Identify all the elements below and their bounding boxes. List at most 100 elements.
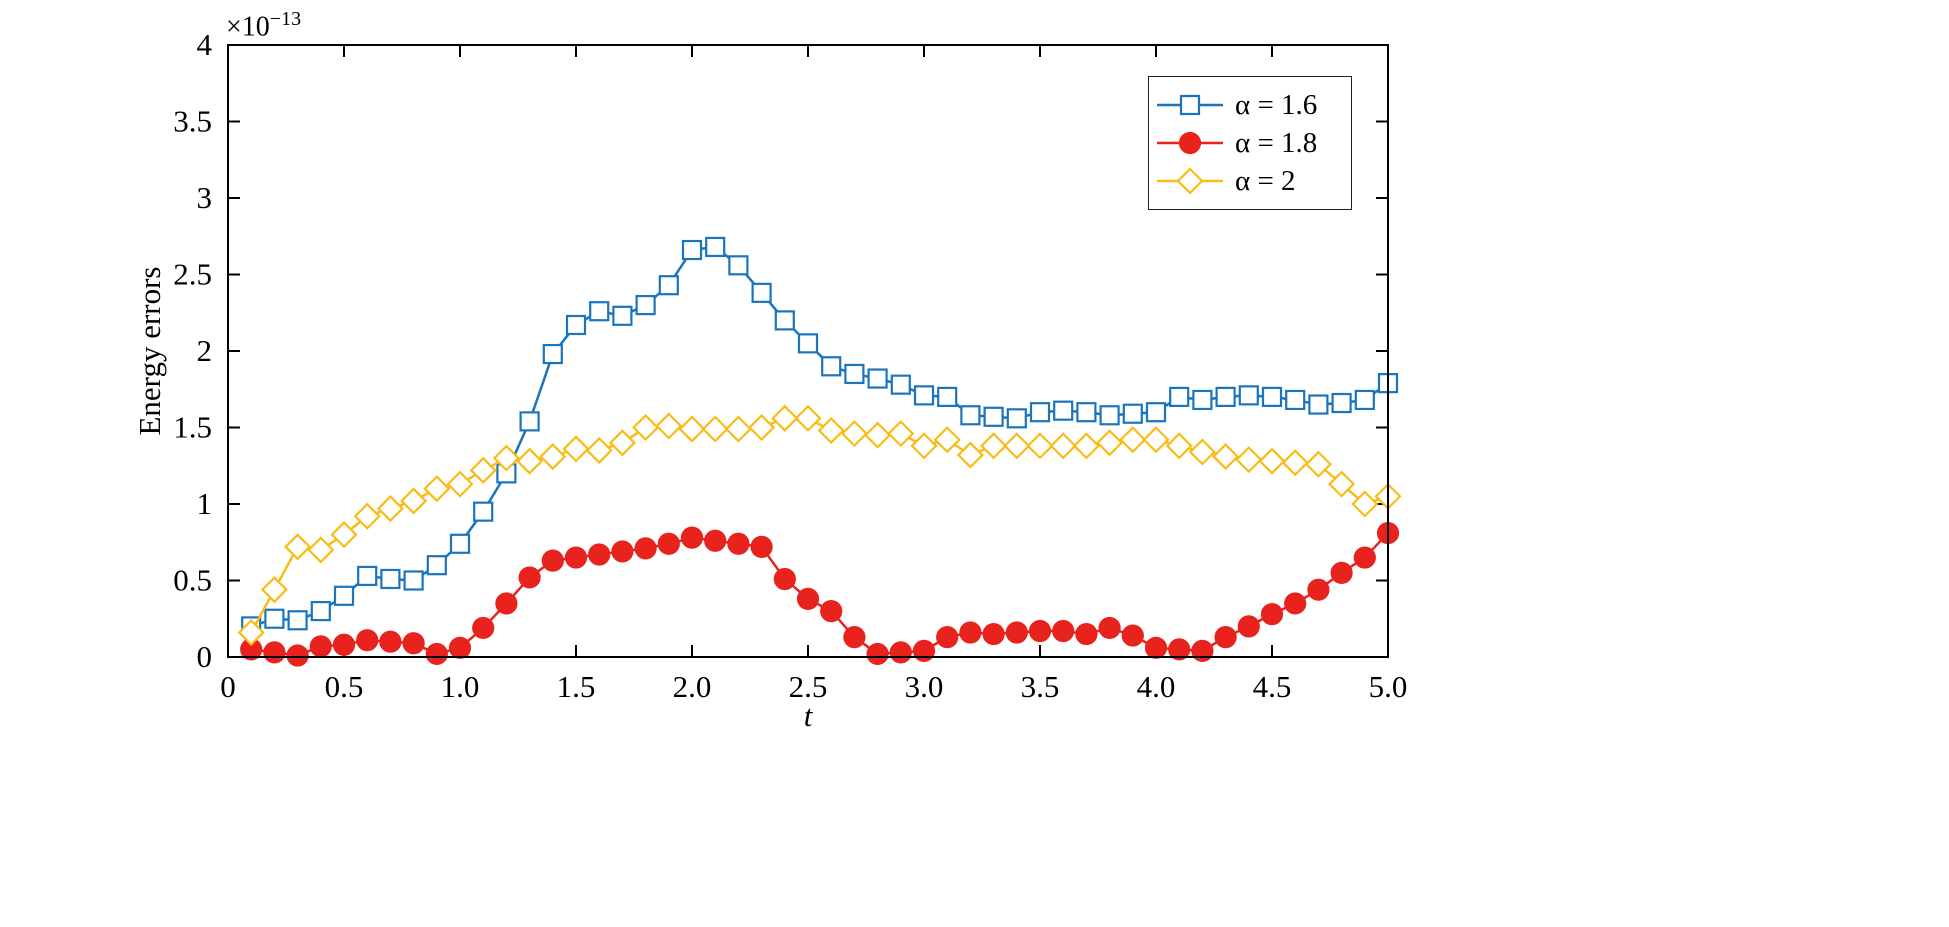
series-marker bbox=[980, 432, 1008, 460]
series-marker bbox=[956, 441, 984, 469]
legend-marker-icon bbox=[1179, 94, 1201, 116]
series-marker bbox=[1192, 389, 1213, 411]
series-marker bbox=[701, 415, 729, 443]
y-tick-label: 2.5 bbox=[173, 257, 212, 292]
series-marker bbox=[448, 636, 472, 659]
x-tick-label: 5.0 bbox=[1369, 669, 1408, 704]
series-marker bbox=[1188, 438, 1216, 466]
series-marker bbox=[1029, 402, 1051, 423]
series-marker bbox=[564, 546, 588, 569]
series-marker bbox=[565, 314, 587, 336]
series-marker bbox=[539, 443, 567, 471]
series-marker bbox=[1215, 386, 1236, 407]
series-marker bbox=[1028, 619, 1052, 643]
plot-box bbox=[227, 44, 1389, 658]
series-marker bbox=[678, 415, 706, 443]
series-marker bbox=[657, 532, 680, 555]
y-tick-label: 3.5 bbox=[173, 104, 212, 139]
series-marker bbox=[655, 412, 683, 440]
series-marker bbox=[1353, 546, 1376, 569]
series-marker bbox=[1237, 615, 1260, 638]
y-axis-label: Energy errors bbox=[132, 266, 167, 436]
series-marker bbox=[817, 417, 845, 445]
series-marker bbox=[518, 566, 541, 589]
series-marker bbox=[705, 236, 726, 258]
series-marker bbox=[1098, 616, 1121, 640]
series-marker bbox=[608, 429, 636, 457]
x-tick-label: 1.5 bbox=[557, 669, 596, 704]
series-marker bbox=[751, 282, 772, 303]
y-tick-label: 2 bbox=[197, 333, 213, 368]
legend-label: α = 1.6 bbox=[1235, 88, 1318, 121]
series-marker bbox=[1026, 432, 1054, 460]
x-tick-label: 4.5 bbox=[1253, 669, 1292, 704]
series-marker bbox=[1003, 432, 1031, 460]
series-3 bbox=[237, 404, 1402, 647]
series-marker bbox=[1214, 626, 1237, 649]
series-marker bbox=[589, 301, 610, 322]
series-2 bbox=[240, 521, 1400, 667]
series-marker bbox=[794, 404, 822, 432]
legend-sample-circle-icon bbox=[1157, 131, 1223, 155]
series-marker bbox=[704, 529, 727, 552]
series-marker bbox=[959, 621, 982, 644]
series-line bbox=[250, 245, 1389, 628]
series-marker bbox=[1331, 392, 1352, 414]
series-marker bbox=[634, 537, 657, 560]
series-marker bbox=[933, 426, 961, 454]
series-marker bbox=[1119, 426, 1147, 454]
legend-label: α = 2 bbox=[1235, 164, 1296, 197]
series-marker bbox=[658, 275, 679, 296]
series-marker bbox=[446, 470, 474, 498]
series-marker bbox=[774, 310, 795, 331]
series-marker bbox=[681, 239, 703, 261]
series-marker bbox=[982, 622, 1005, 646]
series-marker bbox=[310, 600, 331, 622]
x-tick-label: 2.5 bbox=[789, 669, 828, 704]
series-marker bbox=[357, 565, 378, 587]
series-marker bbox=[1351, 490, 1379, 518]
series-marker bbox=[1076, 402, 1097, 423]
series-marker bbox=[353, 502, 381, 530]
series-marker bbox=[585, 436, 613, 465]
series-marker bbox=[287, 610, 308, 631]
series-marker bbox=[821, 356, 842, 377]
series-marker bbox=[912, 639, 936, 662]
series-marker bbox=[309, 635, 332, 658]
series-marker bbox=[1145, 402, 1167, 423]
series-marker bbox=[492, 444, 520, 472]
series-marker bbox=[307, 536, 335, 564]
y-tick-label: 1 bbox=[197, 486, 213, 521]
series-marker bbox=[727, 532, 750, 555]
series-marker bbox=[844, 363, 865, 385]
series-marker bbox=[1354, 389, 1375, 411]
series-marker bbox=[263, 641, 286, 664]
series-marker bbox=[728, 255, 749, 276]
series-marker bbox=[840, 420, 868, 448]
series-marker bbox=[403, 570, 424, 591]
series-marker bbox=[913, 385, 935, 406]
x-tick-label: 3.5 bbox=[1021, 669, 1060, 704]
series-marker bbox=[516, 447, 544, 475]
series-marker bbox=[771, 404, 799, 432]
y-tick-label: 0 bbox=[197, 639, 213, 674]
series-marker bbox=[1238, 385, 1259, 406]
legend-label: α = 1.8 bbox=[1235, 126, 1318, 159]
series-marker bbox=[1144, 636, 1168, 659]
series-marker bbox=[379, 630, 402, 653]
y-tick-label: 1.5 bbox=[173, 410, 212, 445]
series-marker bbox=[473, 501, 494, 522]
series-marker bbox=[864, 421, 892, 449]
series-marker bbox=[1261, 386, 1283, 407]
y-tick-labels: 0 0.5 1 1.5 2 2.5 3 3.5 4 bbox=[173, 27, 212, 674]
x-tick-label: 3.0 bbox=[905, 669, 944, 704]
series-marker bbox=[1281, 449, 1309, 477]
y-axis-exponent-mantissa: ×10 bbox=[226, 11, 270, 43]
series-marker bbox=[866, 642, 889, 666]
series-marker bbox=[1328, 470, 1356, 498]
series-marker bbox=[680, 526, 704, 549]
series-marker bbox=[1285, 389, 1306, 411]
series-marker bbox=[1260, 603, 1284, 626]
series-marker bbox=[426, 555, 447, 576]
series-marker bbox=[286, 644, 309, 667]
